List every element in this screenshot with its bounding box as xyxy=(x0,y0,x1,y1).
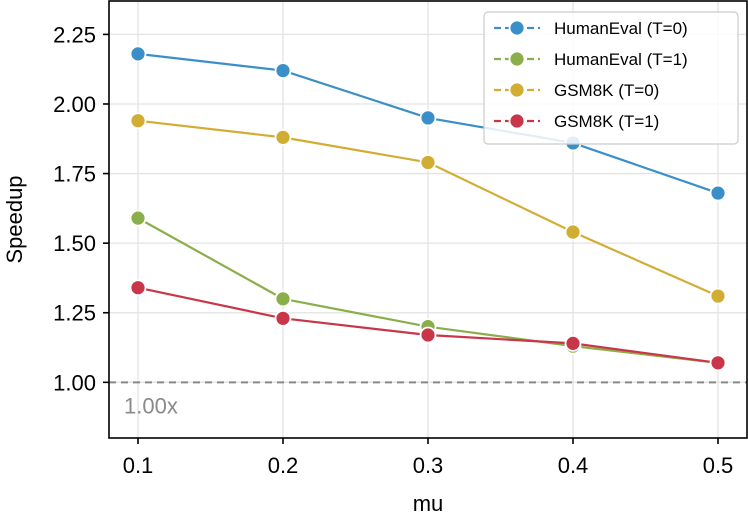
series-2-point-2 xyxy=(419,154,437,171)
series-0-point-4 xyxy=(709,184,727,202)
series-3-point-2 xyxy=(419,326,437,344)
series-2-point-1 xyxy=(274,128,292,146)
series-1-point-0 xyxy=(129,209,147,227)
series-0-point-2 xyxy=(419,109,437,127)
series-0-point-1 xyxy=(274,62,292,79)
legend-label-0: HumanEval (T=0) xyxy=(554,19,688,38)
y-tick-label-0: 1.00 xyxy=(53,370,96,395)
legend-marker-2 xyxy=(508,81,526,99)
legend-marker-1 xyxy=(508,50,526,68)
x-tick-label-0: 0.1 xyxy=(123,453,154,478)
legend: HumanEval (T=0) HumanEval (T=1) GSM8K (T=0… xyxy=(483,11,739,145)
reference-line-label: 1.00x xyxy=(124,393,178,418)
axis-ticks: 0.1 0.2 0.3 0.4 0.5 1.00 1.25 1.50 1.75 2.00 2.25 xyxy=(53,22,733,478)
x-tick-label-3: 0.4 xyxy=(558,453,589,478)
y-tick-label-2: 1.50 xyxy=(53,231,96,256)
legend-label-1: HumanEval (T=1) xyxy=(554,50,688,69)
y-tick-label-5: 2.25 xyxy=(53,22,96,47)
series-2-point-3 xyxy=(564,223,582,241)
legend-marker-0 xyxy=(508,19,526,37)
x-tick-label-2: 0.3 xyxy=(413,453,444,478)
legend-marker-3 xyxy=(508,112,526,130)
y-tick-label-4: 2.00 xyxy=(53,92,96,117)
x-tick-label-1: 0.2 xyxy=(268,453,299,478)
series-3-point-0 xyxy=(129,279,147,297)
series-1-point-1 xyxy=(274,290,292,308)
x-tick-label-4: 0.5 xyxy=(703,453,734,478)
y-tick-label-3: 1.75 xyxy=(53,162,96,187)
series-0-point-0 xyxy=(129,45,147,63)
series-3-point-3 xyxy=(564,334,582,352)
series-2-point-0 xyxy=(129,112,147,130)
x-axis-label: mu xyxy=(413,491,444,516)
legend-box xyxy=(483,11,739,145)
series-3-point-1 xyxy=(274,309,292,327)
reference-line-group: 1.00x xyxy=(109,381,747,418)
legend-label-2: GSM8K (T=0) xyxy=(554,81,659,100)
y-axis-label: Speedup xyxy=(2,175,27,263)
legend-label-3: GSM8K (T=1) xyxy=(554,112,659,131)
series-3-point-4 xyxy=(709,354,727,372)
y-tick-label-1: 1.25 xyxy=(53,301,96,326)
series-lines xyxy=(129,45,727,372)
series-2-point-4 xyxy=(709,287,727,305)
